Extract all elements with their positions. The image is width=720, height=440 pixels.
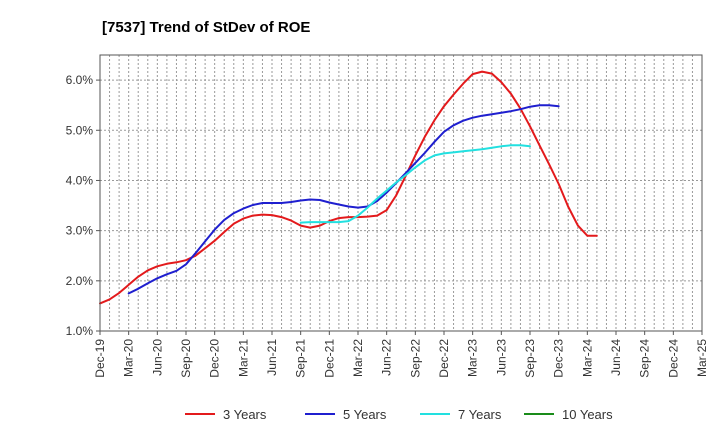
legend: 3 Years 5 Years 7 Years 10 Years xyxy=(185,407,613,422)
y-tick-label: 5.0% xyxy=(66,123,94,137)
x-tick-label: Dec-19 xyxy=(93,339,107,378)
x-tick-label: Mar-21 xyxy=(236,339,250,377)
x-tick-label: Sep-24 xyxy=(638,339,652,378)
x-tick-label: Jun-21 xyxy=(265,339,279,376)
x-tick-label: Mar-23 xyxy=(466,339,480,377)
legend-label: 3 Years xyxy=(223,407,267,422)
x-tick-label: Jun-20 xyxy=(150,339,164,376)
x-axis-ticks: Dec-19 Mar-20 Jun-20 Sep-20 Dec-20 Mar-21 Jun-… xyxy=(93,331,709,378)
x-tick-label: Mar-24 xyxy=(580,339,594,377)
legend-label: 10 Years xyxy=(562,407,613,422)
x-tick-label: Jun-22 xyxy=(380,339,394,376)
y-axis-ticks: 1.0% 2.0% 3.0% 4.0% 5.0% 6.0% xyxy=(66,73,100,338)
y-tick-label: 2.0% xyxy=(66,274,94,288)
legend-label: 7 Years xyxy=(458,407,502,422)
y-tick-label: 6.0% xyxy=(66,73,94,87)
legend-label: 5 Years xyxy=(343,407,387,422)
x-tick-label: Sep-20 xyxy=(179,339,193,378)
x-tick-label: Dec-21 xyxy=(322,339,336,378)
grid xyxy=(100,55,702,331)
x-tick-label: Dec-22 xyxy=(437,339,451,378)
x-tick-label: Mar-22 xyxy=(351,339,365,377)
x-tick-label: Jun-24 xyxy=(609,339,623,376)
chart-title: [7537] Trend of StDev of ROE xyxy=(102,19,310,36)
series-line-3 xyxy=(299,144,531,224)
plot-frame xyxy=(99,54,703,332)
x-tick-label: Sep-23 xyxy=(523,339,537,378)
x-tick-label: Dec-20 xyxy=(208,339,222,378)
x-tick-label: Sep-22 xyxy=(408,339,422,378)
y-tick-label: 3.0% xyxy=(66,224,94,238)
x-tick-label: Jun-23 xyxy=(494,339,508,376)
series-line-2 xyxy=(127,104,560,295)
x-tick-label: Mar-20 xyxy=(122,339,136,377)
x-tick-label: Dec-23 xyxy=(552,339,566,378)
series-lines xyxy=(99,70,598,305)
x-tick-label: Sep-21 xyxy=(294,339,308,378)
series-line-1 xyxy=(99,70,598,305)
x-tick-label: Mar-25 xyxy=(695,339,709,377)
y-tick-label: 4.0% xyxy=(66,173,94,187)
y-tick-label: 1.0% xyxy=(66,324,94,338)
x-tick-label: Dec-24 xyxy=(666,339,680,378)
